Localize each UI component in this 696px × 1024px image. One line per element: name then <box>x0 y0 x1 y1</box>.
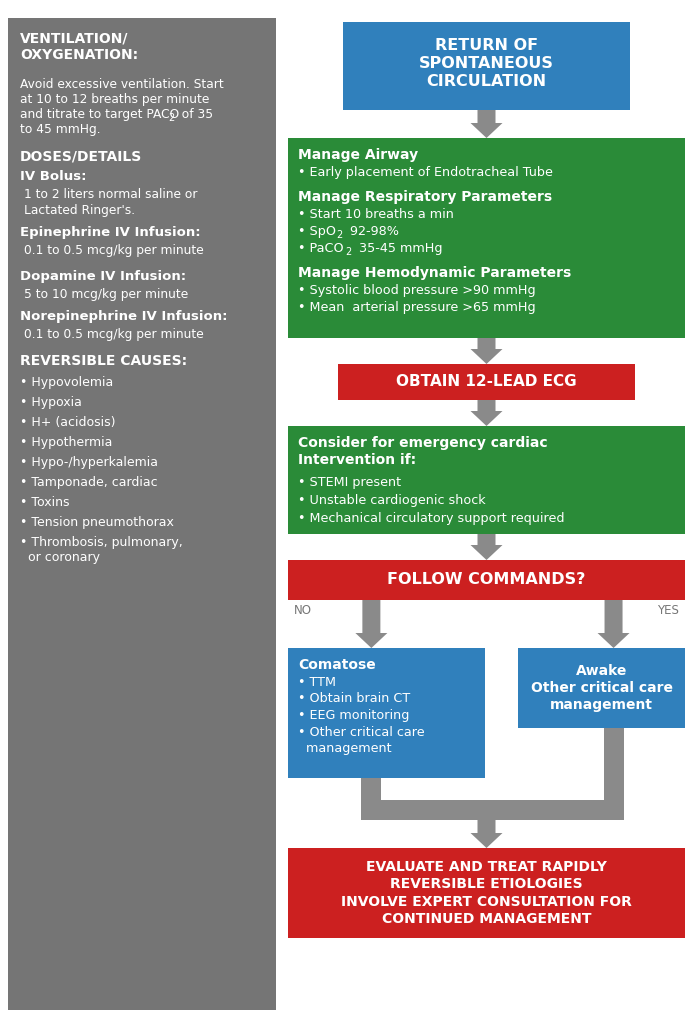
Text: • STEMI present: • STEMI present <box>298 476 401 489</box>
Polygon shape <box>470 400 503 426</box>
Text: Dopamine IV Infusion:: Dopamine IV Infusion: <box>20 270 186 283</box>
Polygon shape <box>356 600 388 648</box>
FancyBboxPatch shape <box>519 648 685 728</box>
Text: DOSES/DETAILS: DOSES/DETAILS <box>20 150 142 164</box>
Text: 2: 2 <box>345 247 351 257</box>
Text: Awake
Other critical care
management: Awake Other critical care management <box>530 664 672 713</box>
Text: • Hypothermia: • Hypothermia <box>20 436 112 449</box>
Text: 0.1 to 0.5 mcg/kg per minute: 0.1 to 0.5 mcg/kg per minute <box>24 244 204 257</box>
Text: • Hypovolemia: • Hypovolemia <box>20 376 113 389</box>
Text: • Toxins: • Toxins <box>20 496 70 509</box>
Text: Avoid excessive ventilation. Start: Avoid excessive ventilation. Start <box>20 78 223 91</box>
Text: EVALUATE AND TREAT RAPIDLY
REVERSIBLE ETIOLOGIES
INVOLVE EXPERT CONSULTATION FOR: EVALUATE AND TREAT RAPIDLY REVERSIBLE ET… <box>341 860 632 926</box>
FancyBboxPatch shape <box>288 848 685 938</box>
Text: • Hypoxia: • Hypoxia <box>20 396 82 409</box>
Text: 0.1 to 0.5 mcg/kg per minute: 0.1 to 0.5 mcg/kg per minute <box>24 328 204 341</box>
Polygon shape <box>470 820 503 848</box>
Text: VENTILATION/
OXYGENATION:: VENTILATION/ OXYGENATION: <box>20 32 138 62</box>
Text: • Start 10 breaths a min: • Start 10 breaths a min <box>298 208 454 221</box>
Text: • Mechanical circulatory support required: • Mechanical circulatory support require… <box>298 512 564 525</box>
Text: Manage Airway: Manage Airway <box>298 148 418 162</box>
Text: 92-98%: 92-98% <box>342 225 399 238</box>
Text: • Tension pneumothorax: • Tension pneumothorax <box>20 516 174 529</box>
Text: Manage Respiratory Parameters: Manage Respiratory Parameters <box>298 190 552 204</box>
FancyBboxPatch shape <box>343 22 630 110</box>
Polygon shape <box>361 778 381 810</box>
Polygon shape <box>361 800 624 820</box>
Text: 35-45 mmHg: 35-45 mmHg <box>351 242 443 255</box>
Text: Manage Hemodynamic Parameters: Manage Hemodynamic Parameters <box>298 266 571 280</box>
Text: at 10 to 12 breaths per minute: at 10 to 12 breaths per minute <box>20 93 209 106</box>
Text: 5 to 10 mcg/kg per minute: 5 to 10 mcg/kg per minute <box>24 288 188 301</box>
Text: Consider for emergency cardiac
Intervention if:: Consider for emergency cardiac Intervent… <box>298 436 548 467</box>
FancyBboxPatch shape <box>338 364 635 400</box>
FancyBboxPatch shape <box>288 426 685 534</box>
FancyBboxPatch shape <box>288 138 685 338</box>
FancyBboxPatch shape <box>288 560 685 600</box>
Text: YES: YES <box>657 604 679 617</box>
Text: of 35: of 35 <box>174 108 213 121</box>
Text: • PaCO: • PaCO <box>298 242 344 255</box>
Text: • SpO: • SpO <box>298 225 336 238</box>
Text: NO: NO <box>294 604 312 617</box>
Text: • H+ (acidosis): • H+ (acidosis) <box>20 416 116 429</box>
Text: 1 to 2 liters normal saline or
Lactated Ringer's.: 1 to 2 liters normal saline or Lactated … <box>24 188 198 217</box>
Text: Norepinephrine IV Infusion:: Norepinephrine IV Infusion: <box>20 310 228 323</box>
Text: Epinephrine IV Infusion:: Epinephrine IV Infusion: <box>20 226 200 239</box>
Text: OBTAIN 12-LEAD ECG: OBTAIN 12-LEAD ECG <box>396 375 577 389</box>
Text: • Hypo-/hyperkalemia: • Hypo-/hyperkalemia <box>20 456 158 469</box>
Text: 2: 2 <box>336 230 342 240</box>
Text: • Mean  arterial pressure >65 mmHg: • Mean arterial pressure >65 mmHg <box>298 301 536 314</box>
Text: 2: 2 <box>168 113 174 123</box>
Text: • Tamponade, cardiac: • Tamponade, cardiac <box>20 476 157 489</box>
Polygon shape <box>598 600 630 648</box>
Text: to 45 mmHg.: to 45 mmHg. <box>20 123 101 136</box>
Text: • TTM
• Obtain brain CT
• EEG monitoring
• Other critical care
  management: • TTM • Obtain brain CT • EEG monitoring… <box>298 676 425 755</box>
Text: • Unstable cardiogenic shock: • Unstable cardiogenic shock <box>298 494 486 507</box>
Text: Comatose: Comatose <box>298 658 376 672</box>
Text: IV Bolus:: IV Bolus: <box>20 170 86 183</box>
Text: and titrate to target PACO: and titrate to target PACO <box>20 108 180 121</box>
FancyBboxPatch shape <box>288 648 484 778</box>
Polygon shape <box>470 338 503 364</box>
FancyBboxPatch shape <box>8 18 276 1010</box>
Polygon shape <box>470 110 503 138</box>
Text: FOLLOW COMMANDS?: FOLLOW COMMANDS? <box>387 572 586 588</box>
Polygon shape <box>603 728 624 810</box>
Text: • Systolic blood pressure >90 mmHg: • Systolic blood pressure >90 mmHg <box>298 284 536 297</box>
Text: • Early placement of Endotracheal Tube: • Early placement of Endotracheal Tube <box>298 166 553 179</box>
Text: REVERSIBLE CAUSES:: REVERSIBLE CAUSES: <box>20 354 187 368</box>
Polygon shape <box>470 534 503 560</box>
Text: RETURN OF
SPONTANEOUS
CIRCULATION: RETURN OF SPONTANEOUS CIRCULATION <box>419 39 554 89</box>
Text: • Thrombosis, pulmonary,
  or coronary: • Thrombosis, pulmonary, or coronary <box>20 536 183 564</box>
